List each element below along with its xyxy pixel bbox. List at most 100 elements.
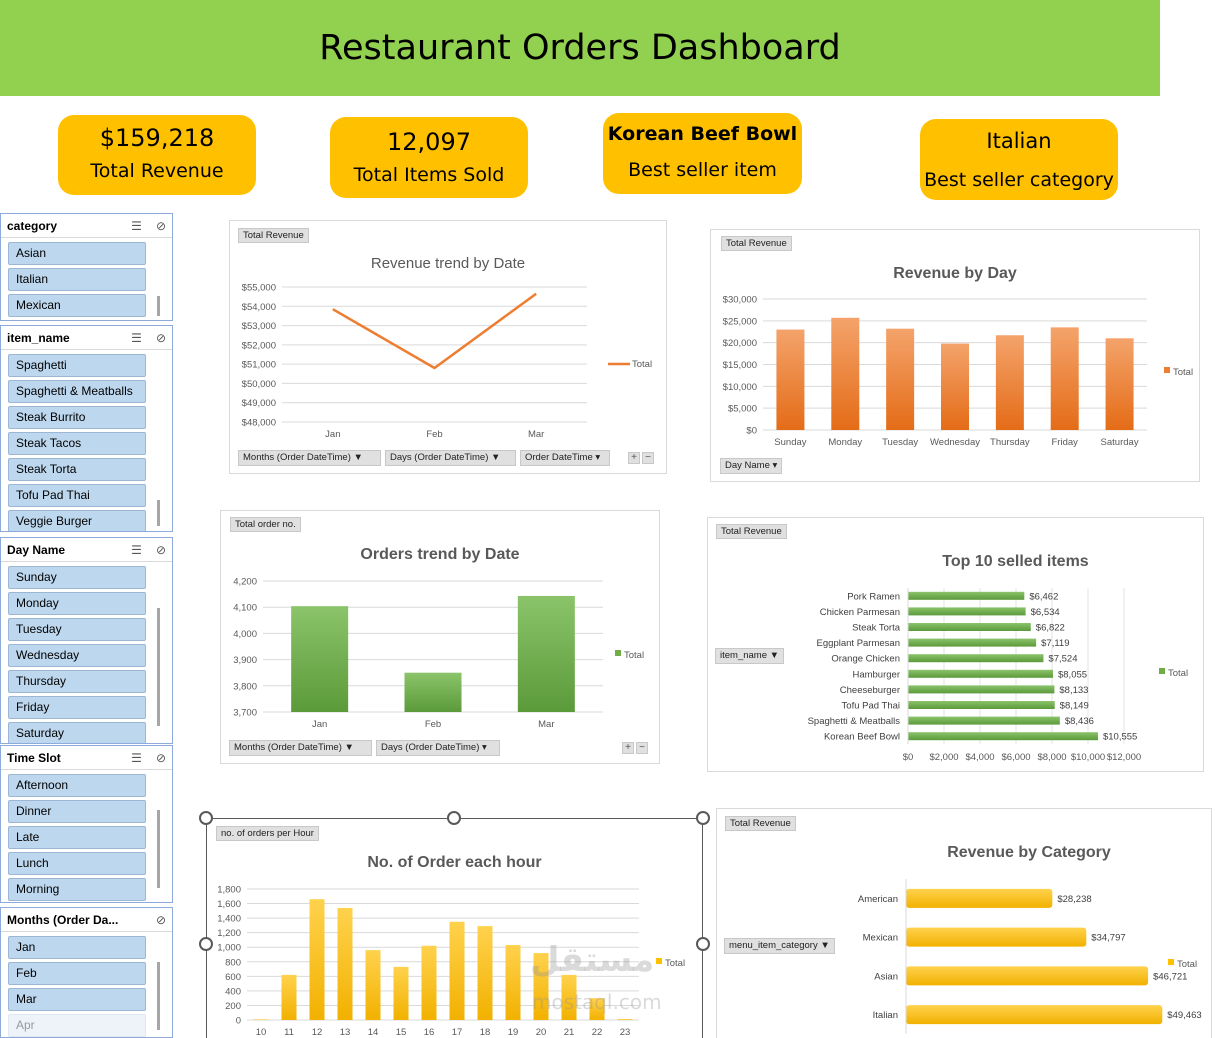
y-tick-label: Steak Torta [852,623,901,634]
revenue-trend-chart: $48,000 $49,000 $50,000 $51,000 $52,000 $53,0… [242,283,652,441]
bar [1050,327,1079,430]
revenue-by-category-panel: Total Revenue Revenue by Category Americ… [716,808,1212,1038]
resize-handle[interactable] [199,937,213,951]
slicer-item[interactable]: Late [8,826,146,849]
slicer-item[interactable]: Afternoon [8,774,146,797]
clear-filter-icon[interactable]: ⊘ [155,750,166,765]
slicer-item[interactable]: Morning [8,878,146,901]
data-label: $49,463 [1167,1010,1201,1021]
slicer-item[interactable]: Thursday [8,670,146,693]
resize-handle[interactable] [696,811,710,825]
slicer-item[interactable]: Sunday [8,566,146,589]
bar [505,945,521,1020]
slicer-scrollbar[interactable] [157,500,160,526]
bar [776,329,805,430]
collapse-button[interactable]: − [642,452,654,464]
bar [908,654,1044,663]
field-button[interactable]: Total Revenue [725,816,796,831]
expand-button[interactable]: + [622,742,634,754]
x-tick-label: Jan [325,429,340,440]
legend-swatch [656,958,662,964]
x-tick-label: Saturday [1101,437,1139,448]
filter-button-day-name[interactable]: Day Name ▾ [720,458,783,474]
filter-button-datetime[interactable]: Order DateTime ▾ [520,450,610,466]
field-button[interactable]: Total order no. [230,517,301,532]
slicer-item[interactable]: Saturday [8,722,146,743]
slicer-item[interactable]: Steak Torta [8,458,146,481]
slicer-item[interactable]: Feb [8,962,146,985]
chart-title: Orders trend by Date [360,546,520,563]
filter-label: menu_item_category [729,940,818,951]
slicer-title: category [7,218,58,233]
expand-button[interactable]: + [628,452,640,464]
top10-items-panel: Total Revenue Top 10 selled items $0 $2,0… [707,517,1204,772]
bar [941,343,969,430]
field-button[interactable]: Total Revenue [238,228,309,243]
clear-filter-icon[interactable]: ⊘ [155,218,166,233]
resize-handle[interactable] [199,811,213,825]
slicer-category: category ☰ ⊘ Asian Italian Mexican [0,213,173,321]
multi-select-icon[interactable]: ☰ [131,542,142,557]
slicer-item[interactable]: Steak Tacos [8,432,146,455]
clear-filter-icon[interactable]: ⊘ [155,912,166,927]
bar [477,926,493,1020]
slicer-item[interactable]: Monday [8,592,146,615]
slicer-item[interactable]: Jan [8,936,146,959]
filter-label: Day Name [725,460,770,471]
y-tick-label: 1,200 [217,928,241,939]
slicer-item[interactable]: Steak Burrito [8,406,146,429]
slicer-scrollbar[interactable] [157,810,160,888]
resize-handle[interactable] [696,937,710,951]
filter-funnel-icon: ▼ [491,452,501,463]
slicer-scrollbar[interactable] [157,296,160,316]
filter-button-days[interactable]: Days (Order DateTime) ▾ [376,740,500,756]
filter-button-category[interactable]: menu_item_category ▼ [724,938,835,954]
filter-button-months[interactable]: Months (Order DateTime) ▼ [229,740,372,756]
slicer-scrollbar[interactable] [157,608,160,726]
slicer-item[interactable]: Spaghetti [8,354,146,377]
filter-button-months[interactable]: Months (Order DateTime) ▼ [238,450,381,466]
chart-title: Revenue trend by Date [370,255,526,272]
slicer-item[interactable]: Mexican [8,294,146,317]
field-button[interactable]: Total Revenue [721,236,792,251]
slicer-item[interactable]: Apr [8,1014,146,1037]
legend-swatch [1168,959,1174,965]
slicer-item[interactable]: Asian [8,242,146,265]
slicer-item[interactable]: Veggie Burger [8,510,146,531]
slicer-item[interactable]: Spaghetti & Meatballs [8,380,146,403]
orders-per-hour-panel[interactable]: no. of orders per Hour No. of Order each… [206,818,703,1038]
y-tick-label: 3,800 [233,681,257,692]
slicer-item[interactable]: Mar [8,988,146,1011]
field-button[interactable]: no. of orders per Hour [216,826,319,841]
y-tick-label: $51,000 [242,360,276,371]
multi-select-icon[interactable]: ☰ [131,330,142,345]
collapse-button[interactable]: − [636,742,648,754]
filter-label: Months (Order DateTime) [243,452,351,463]
filter-button-days[interactable]: Days (Order DateTime) ▼ [385,450,516,466]
slicer-item[interactable]: Wednesday [8,644,146,667]
x-tick-label: 15 [396,1027,407,1038]
filter-button-item-name[interactable]: item_name ▼ [715,648,785,664]
x-tick-label: 19 [508,1027,519,1038]
x-tick-label: Monday [828,437,862,448]
clear-filter-icon[interactable]: ⊘ [155,542,166,557]
slicer-item[interactable]: Italian [8,268,146,291]
field-button[interactable]: Total Revenue [716,524,787,539]
bar [589,998,605,1020]
slicer-item[interactable]: Tofu Pad Thai [8,484,146,507]
data-label: $6,822 [1036,623,1065,634]
slicer-item[interactable]: Friday [8,696,146,719]
clear-filter-icon[interactable]: ⊘ [155,330,166,345]
multi-select-icon[interactable]: ☰ [131,218,142,233]
slicer-item[interactable]: Tuesday [8,618,146,641]
y-tick-label: Spaghetti & Meatballs [808,716,901,727]
slicer-scrollbar[interactable] [157,962,160,1030]
slicer-item[interactable]: Lunch [8,852,146,875]
slicer-item[interactable]: Dinner [8,800,146,823]
multi-select-icon[interactable]: ☰ [131,750,142,765]
y-tick-label: $15,000 [723,360,757,371]
resize-handle[interactable] [447,811,461,825]
bar [561,974,577,1020]
y-tick-label: $50,000 [242,379,276,390]
chart-title: Revenue by Category [947,844,1111,861]
